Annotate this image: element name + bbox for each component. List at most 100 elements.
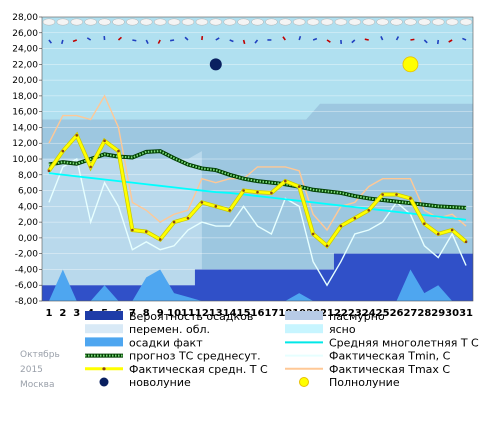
legend-item: пасмурно (285, 310, 385, 323)
x-tick-label: 28 (417, 308, 431, 319)
cloud-icon (348, 18, 362, 26)
actual-mean-point (228, 208, 231, 212)
wind-arrow-icon (184, 36, 189, 41)
legend-label: Вероятность осадков (129, 310, 253, 323)
wind-arrow-icon (242, 39, 246, 45)
legend-item: прогноз ТС среднесут. (85, 350, 261, 363)
wind-arrow-icon (60, 39, 64, 45)
x-tick-label: 1 (45, 308, 52, 319)
y-tick-label: 28,00 (12, 13, 38, 23)
x-tick-label: 2 (59, 308, 66, 319)
wind-arrow-icon (48, 39, 52, 44)
cloud-icon (70, 18, 84, 26)
wind-arrow-icon (170, 39, 175, 42)
tmax-line (48, 94, 467, 232)
cloud-icon (153, 18, 167, 26)
cloud-icon (320, 18, 334, 26)
cloud-icon (459, 18, 473, 26)
legend-label: Фактическая Tmax C (329, 363, 450, 376)
x-tick-label: 10 (167, 308, 181, 319)
y-tick-label: -4,00 (15, 265, 39, 275)
legend-swatch-point (102, 367, 106, 371)
cloud-icon (279, 18, 292, 26)
cloud-icon (98, 18, 111, 26)
city-label: Москва (20, 380, 54, 390)
x-tick-label: 25 (376, 308, 390, 319)
legend-item: Фактическая Tmax C (285, 363, 450, 376)
legend-item: ясно (285, 323, 356, 336)
cloud-icon (209, 18, 223, 26)
x-tick-label: 12 (195, 308, 209, 319)
actual-mean-point (450, 228, 454, 232)
actual-mean-point (367, 208, 371, 212)
x-tick-label: 29 (431, 308, 445, 319)
wind-arrow-icon (145, 39, 149, 44)
x-tick-label: 31 (459, 308, 473, 319)
cloud-icon (167, 18, 181, 26)
y-tick-label: -8,00 (15, 297, 39, 307)
y-axis-ticks: 28,00 26,00 24,00 22,00 20,00 18,00 16,00 14,00… (12, 13, 42, 307)
y-tick-label: 20,00 (12, 76, 38, 86)
precip-actual-area (42, 269, 473, 301)
wind-arrow-icon (298, 35, 302, 41)
cloud-icon (334, 18, 348, 26)
legend-item: Фактическая Tmin, C (285, 350, 451, 363)
x-tick-label: 22 (334, 308, 348, 319)
actual-mean-point (117, 149, 120, 153)
wind-arrow-icon (380, 36, 384, 41)
actual-mean-point (158, 238, 162, 241)
cloud-icon (181, 18, 195, 26)
actual-mean-point (214, 205, 218, 208)
legend-label: новолуние (129, 376, 191, 389)
actual-mean-point (256, 190, 259, 194)
cloud-icon (390, 18, 403, 26)
x-tick-label: 24 (362, 308, 376, 319)
legend-swatch (85, 324, 123, 334)
wind-arrow-icon (351, 39, 356, 44)
y-tick-label: 24,00 (12, 45, 38, 55)
variable-cloud-area (42, 151, 202, 301)
cloud-icon (237, 18, 250, 26)
forecast-line (48, 150, 467, 209)
wind-arrow-icon (229, 39, 234, 43)
y-tick-label: 22,00 (12, 60, 38, 70)
legend-item: осадки факт (85, 336, 203, 349)
wind-arrow-icon (395, 36, 400, 41)
new-moon-marker (209, 58, 222, 71)
actual-mean-point (61, 149, 65, 153)
x-tick-label: 16 (251, 308, 265, 319)
x-tick-label: 23 (348, 308, 362, 319)
y-tick-label: 2,00 (18, 218, 38, 228)
legend-item: перемен. обл. (85, 323, 210, 336)
actual-mean-point (89, 165, 92, 169)
cloud-icon (292, 18, 306, 26)
wind-arrow-icon (254, 39, 259, 44)
normal-mean-line (48, 172, 467, 221)
cloud-icon (84, 18, 97, 26)
actual-mean-point (284, 179, 287, 183)
actual-mean-point (381, 193, 384, 196)
legend-item: Фактическая средн. Т С (85, 363, 268, 376)
actual-mean-point (103, 139, 106, 143)
legend-swatch (99, 377, 109, 387)
legend-item: Вероятность осадков (85, 310, 253, 323)
wind-arrow-icon (423, 39, 428, 44)
cloud-icon (376, 18, 389, 26)
legend-label: Фактическая средн. Т С (129, 363, 268, 376)
cloud-icon (223, 18, 236, 26)
actual-mean-point (75, 134, 79, 137)
y-tick-label: 18,00 (12, 92, 38, 102)
y-tick-label: 10,00 (12, 155, 38, 165)
y-tick-label: 8,00 (18, 171, 38, 181)
y-tick-label: 26,00 (12, 29, 38, 39)
legend-swatch (285, 311, 323, 320)
wind-arrow-icon (462, 37, 467, 41)
wind-arrow-icon (410, 38, 415, 41)
actual-mean-point (325, 244, 329, 248)
actual-mean-point (339, 224, 343, 228)
wind-arrow-icon (86, 37, 92, 41)
x-tick-label: 17 (264, 308, 278, 319)
cloud-icon (431, 18, 445, 26)
legend-swatch (85, 311, 123, 320)
